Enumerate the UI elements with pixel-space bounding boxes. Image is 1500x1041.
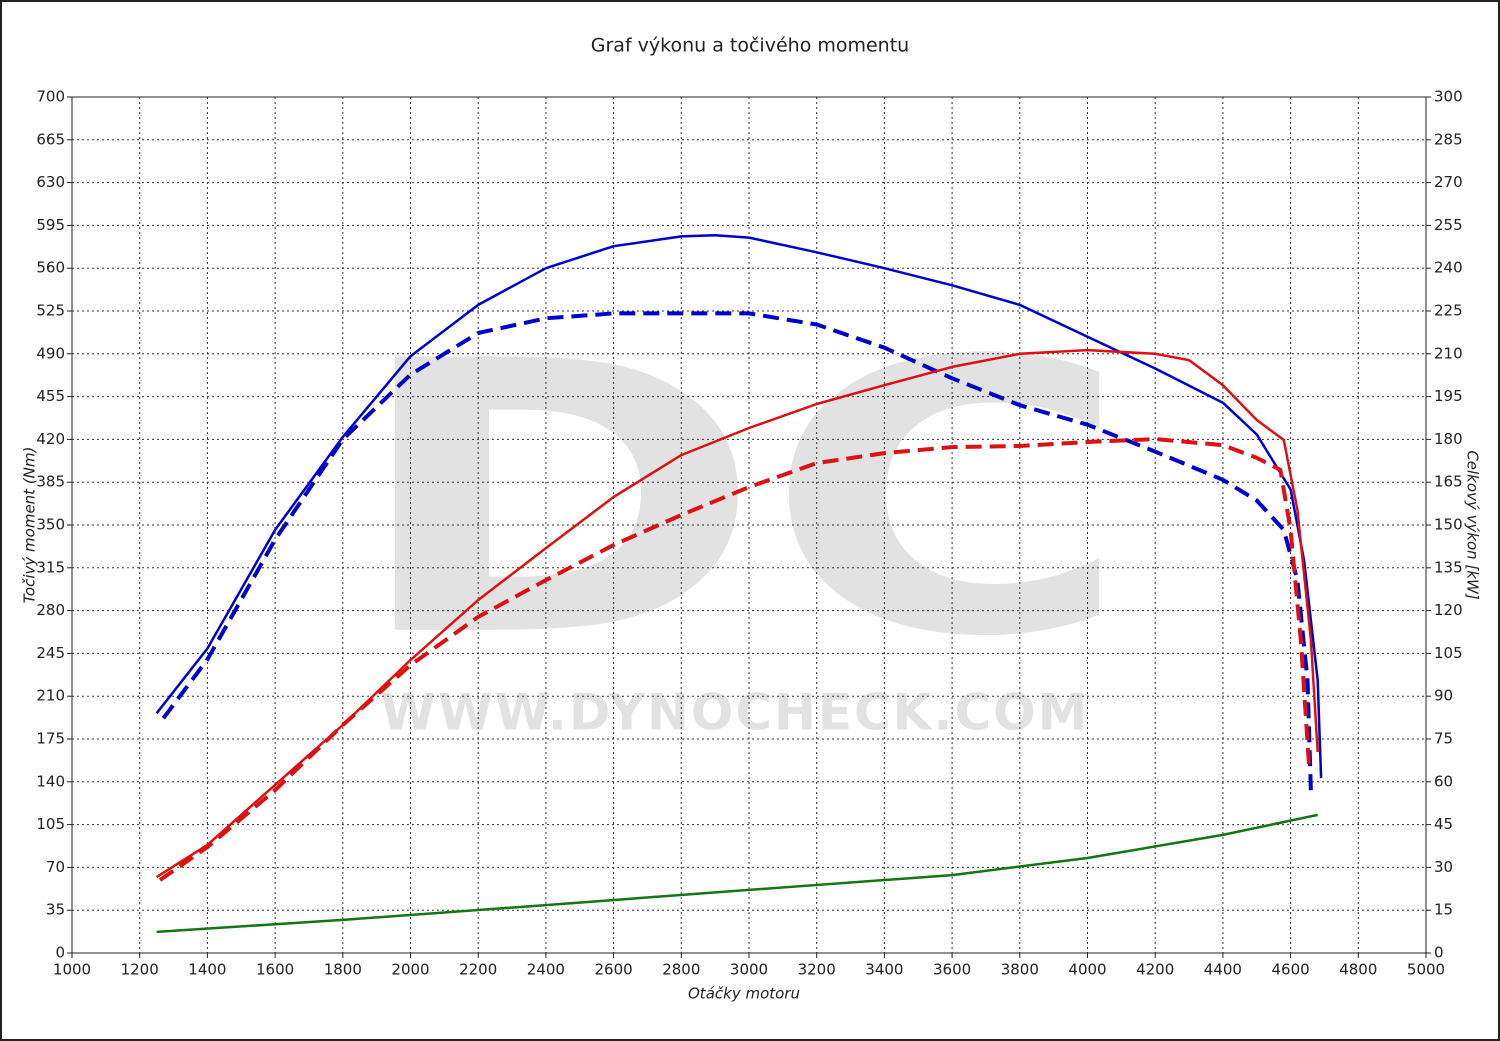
y-tick-label: 175 xyxy=(36,730,65,748)
y2-tick-label: 30 xyxy=(1434,858,1453,876)
y2-tick-label: 0 xyxy=(1434,944,1444,962)
x-tick-label: 2400 xyxy=(527,961,565,979)
x-tick-label: 2600 xyxy=(595,961,633,979)
series-line xyxy=(155,233,1323,779)
x-tick-label: 5000 xyxy=(1407,961,1445,979)
x-tick-label: 3400 xyxy=(865,961,903,979)
y-tick-label: 210 xyxy=(36,687,65,705)
x-tick-label: 3000 xyxy=(730,961,768,979)
x-tick-label: 1600 xyxy=(256,961,294,979)
series-line xyxy=(158,437,1312,882)
y-tick-label: 35 xyxy=(46,901,65,919)
x-tick-label: 1200 xyxy=(121,961,159,979)
y2-tick-label: 15 xyxy=(1434,901,1453,919)
y2-tick-label: 75 xyxy=(1434,730,1453,748)
y-tick-label: 315 xyxy=(36,558,65,576)
series-line xyxy=(155,348,1319,879)
y-tick-label: 105 xyxy=(36,815,65,833)
y-tick-label: 70 xyxy=(46,858,65,876)
y-tick-label: 420 xyxy=(36,430,65,448)
y2-tick-label: 300 xyxy=(1434,88,1463,106)
y2-tick-label: 135 xyxy=(1434,558,1463,576)
y-axis-label: Točivý moment (Nm) xyxy=(21,447,39,604)
x-tick-label: 2800 xyxy=(662,961,700,979)
y-tick-label: 245 xyxy=(36,644,65,662)
y2-tick-label: 90 xyxy=(1434,687,1453,705)
y-tick-label: 630 xyxy=(36,173,65,191)
chart-title: Graf výkonu a točivého momentu xyxy=(591,35,909,57)
y-tick-label: 665 xyxy=(36,130,65,148)
x-tick-label: 2000 xyxy=(391,961,429,979)
y2-tick-label: 255 xyxy=(1434,216,1463,234)
y2-tick-label: 225 xyxy=(1434,302,1463,320)
x-tick-label: 4600 xyxy=(1272,961,1310,979)
x-tick-label: 1000 xyxy=(53,961,91,979)
y-tick-label: 0 xyxy=(55,944,65,962)
watermark-url: WWW.DYNOCHECK.COM xyxy=(381,684,1090,742)
y2-tick-label: 285 xyxy=(1434,130,1463,148)
y-tick-label: 700 xyxy=(36,88,65,106)
y2-tick-label: 270 xyxy=(1434,173,1463,191)
y-tick-label: 140 xyxy=(36,772,65,790)
x-axis-label: Otáčky motoru xyxy=(688,985,800,1003)
y-tick-label: 525 xyxy=(36,302,65,320)
x-tick-label: 1800 xyxy=(324,961,362,979)
x-tick-label: 4200 xyxy=(1136,961,1174,979)
y2-tick-label: 45 xyxy=(1434,815,1453,833)
y2-tick-label: 195 xyxy=(1434,387,1463,405)
y-tick-label: 595 xyxy=(36,216,65,234)
y2-tick-label: 180 xyxy=(1434,430,1463,448)
y2-tick-label: 210 xyxy=(1434,344,1463,362)
y2-tick-label: 150 xyxy=(1434,516,1463,534)
x-tick-label: 3200 xyxy=(798,961,836,979)
x-tick-label: 1400 xyxy=(188,961,226,979)
y2-axis-label: Celkový výkon [kW] xyxy=(1464,450,1482,600)
watermark-logo: DC xyxy=(349,283,1131,719)
x-tick-label: 4000 xyxy=(1068,961,1106,979)
x-tick-label: 2200 xyxy=(459,961,497,979)
x-tick-label: 4800 xyxy=(1339,961,1377,979)
y-tick-label: 560 xyxy=(36,259,65,277)
y2-tick-label: 60 xyxy=(1434,772,1453,790)
plot: 1000 1200 1400 1600 1800 2000 2200 2400 2600 2800… xyxy=(36,88,1462,979)
y-tick-label: 490 xyxy=(36,344,65,362)
x-tick-label: 4400 xyxy=(1204,961,1242,979)
y2-tick-label: 105 xyxy=(1434,644,1463,662)
y2-tick-label: 240 xyxy=(1434,259,1463,277)
y2-tick-label: 165 xyxy=(1434,473,1463,491)
x-tick-label: 3600 xyxy=(933,961,971,979)
y-tick-label: 280 xyxy=(36,601,65,619)
plot-frame xyxy=(71,96,1427,954)
y-tick-label: 350 xyxy=(36,516,65,534)
y2-tick-label: 120 xyxy=(1434,601,1463,619)
series-line xyxy=(156,813,1318,934)
y-tick-label: 385 xyxy=(36,473,65,491)
x-tick-label: 3800 xyxy=(1001,961,1039,979)
y-tick-label: 455 xyxy=(36,387,65,405)
